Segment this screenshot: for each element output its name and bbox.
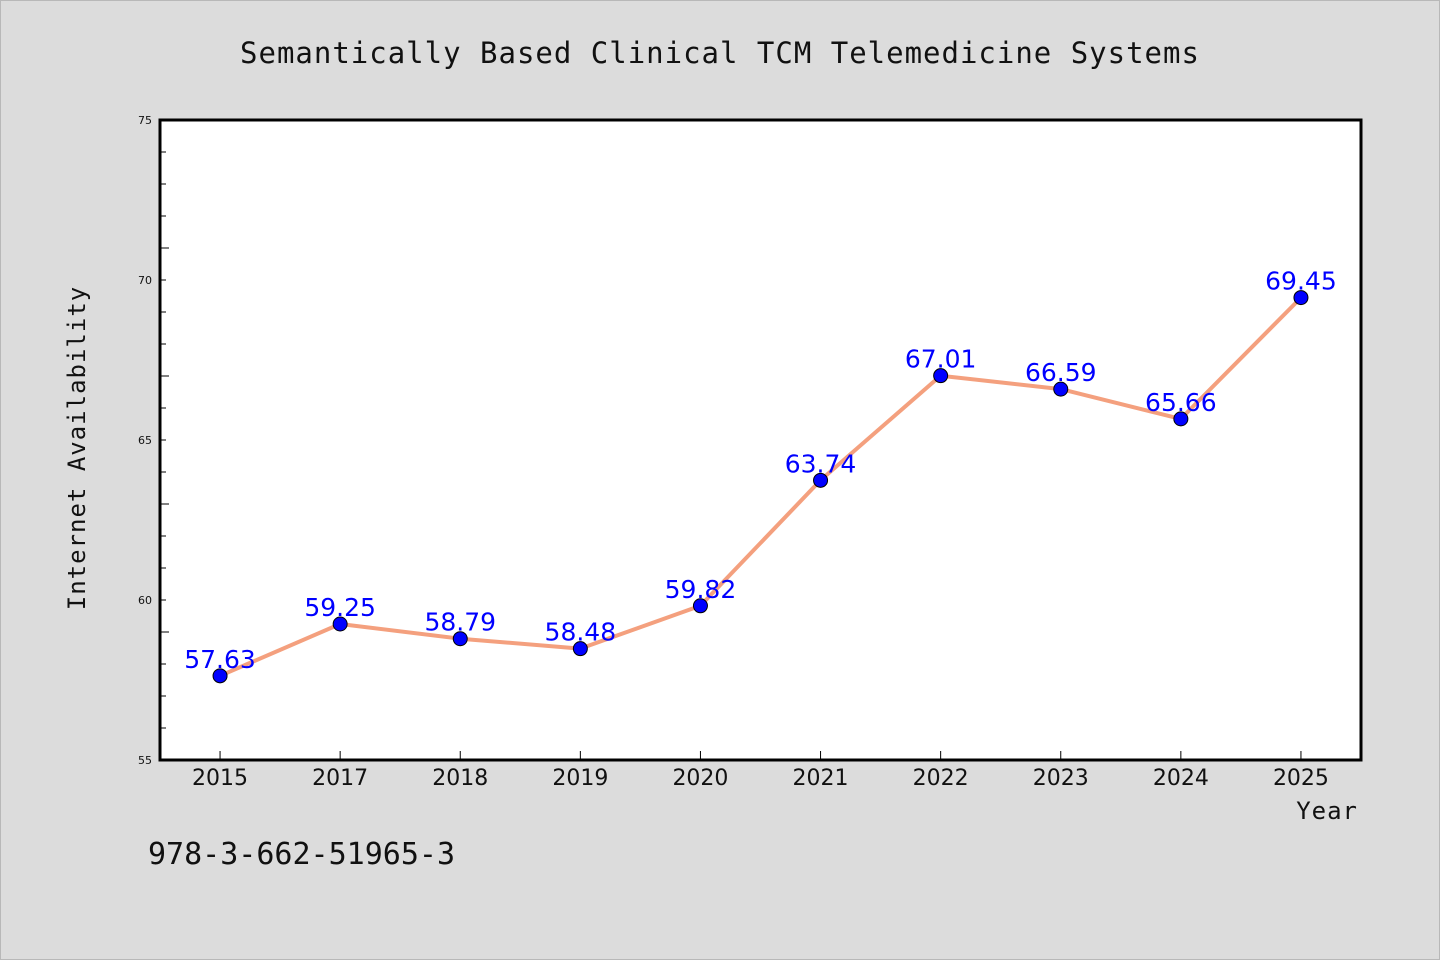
x-tick-label: 2015 <box>192 766 248 791</box>
series-markers <box>212 290 1309 684</box>
data-point <box>332 616 348 632</box>
data-point <box>1293 290 1309 306</box>
x-axis: 2015 2017 2018 2019 2020 2021 2022 2023 2024 2025 <box>192 751 1329 791</box>
x-tick-label: 2023 <box>1033 766 1089 791</box>
plot-area <box>158 118 1363 762</box>
y-tick-label: 75 <box>138 114 152 127</box>
data-label: 59.25 <box>304 593 376 622</box>
data-point <box>1053 381 1069 397</box>
data-point <box>1173 411 1189 427</box>
x-tick-label: 2019 <box>552 766 608 791</box>
data-label: 58.48 <box>545 618 617 647</box>
data-label: 57.63 <box>184 645 256 674</box>
data-point <box>692 598 708 614</box>
data-label: 65.66 <box>1145 388 1217 417</box>
data-point <box>933 368 949 384</box>
x-tick-label: 2025 <box>1273 766 1329 791</box>
data-label: 67.01 <box>905 345 977 374</box>
footnote: 978-3-662-51965-3 <box>148 837 455 872</box>
data-point <box>813 472 829 488</box>
y-tick-label: 55 <box>138 754 152 767</box>
chart-title: Semantically Based Clinical TCM Telemedi… <box>240 36 1200 70</box>
data-label: 66.59 <box>1025 358 1097 387</box>
data-label: 59.82 <box>665 575 737 604</box>
x-tick-label: 2022 <box>913 766 969 791</box>
data-point <box>452 631 468 647</box>
y-axis-title: Internet Availability <box>63 286 91 610</box>
data-label: 58.79 <box>424 608 496 637</box>
y-axis: 55 60 65 70 75 <box>138 114 169 767</box>
data-labels: 57.63 59.25 58.79 58.48 59.82 63.74 67.01 66.59… <box>184 267 1336 674</box>
y-tick-label: 60 <box>138 594 152 607</box>
data-label: 63.74 <box>785 449 857 478</box>
x-tick-label: 2024 <box>1153 766 1209 791</box>
x-axis-title: Year <box>1296 797 1358 825</box>
y-tick-label: 65 <box>138 434 152 447</box>
data-label: 69.45 <box>1265 267 1337 296</box>
data-point <box>212 668 228 684</box>
x-tick-label: 2017 <box>312 766 368 791</box>
x-tick-label: 2021 <box>793 766 849 791</box>
y-tick-label: 70 <box>138 274 152 287</box>
data-point <box>572 641 588 657</box>
x-tick-label: 2020 <box>672 766 728 791</box>
x-tick-label: 2018 <box>432 766 488 791</box>
series-line <box>219 296 1303 678</box>
